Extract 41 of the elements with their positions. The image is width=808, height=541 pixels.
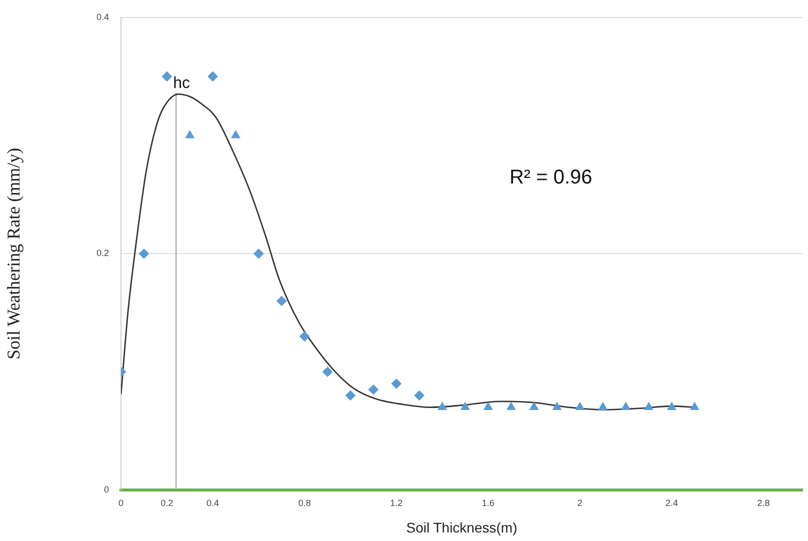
point: [208, 71, 218, 82]
x-tick-label: 2: [577, 498, 582, 508]
point: [345, 390, 356, 400]
y-tick-label: 0.4: [96, 12, 109, 22]
point: [690, 402, 700, 410]
y-tick-label: 0.2: [96, 248, 109, 258]
point: [391, 378, 402, 389]
point: [438, 402, 447, 410]
point: [552, 402, 562, 410]
point: [368, 384, 378, 395]
annotation: R² = 0.96: [509, 166, 592, 189]
x-tick-label: 1.2: [390, 498, 403, 508]
x-tick-label: 0.2: [160, 498, 174, 508]
point: [162, 71, 172, 82]
point: [276, 296, 287, 306]
y-axis-title: Soil Weathering Rate (mm/y): [4, 148, 24, 360]
x-tick-label: 0.4: [206, 498, 220, 508]
point: [300, 331, 310, 342]
point: [644, 402, 654, 410]
point: [598, 402, 608, 410]
point: [621, 402, 630, 410]
point: [506, 402, 516, 410]
point: [138, 248, 149, 259]
point: [322, 366, 333, 377]
point: [185, 130, 194, 138]
x-tick-label: 2.8: [757, 498, 770, 508]
point: [484, 402, 493, 410]
point: [254, 248, 264, 259]
point: [530, 402, 538, 410]
point: [460, 402, 470, 410]
x-tick-label: 0.8: [298, 498, 311, 508]
x-tick-label: 1.6: [482, 498, 494, 508]
point: [667, 402, 676, 410]
x-axis-title: Soil Thickness(m): [406, 519, 518, 536]
x-tick-label: 2.4: [665, 498, 678, 508]
x-tick-label: 0: [118, 498, 124, 508]
ref-line-label: hc: [173, 74, 190, 92]
point: [576, 402, 584, 410]
point: [414, 390, 424, 400]
point: [231, 130, 240, 138]
y-tick-label: 0: [104, 484, 109, 494]
